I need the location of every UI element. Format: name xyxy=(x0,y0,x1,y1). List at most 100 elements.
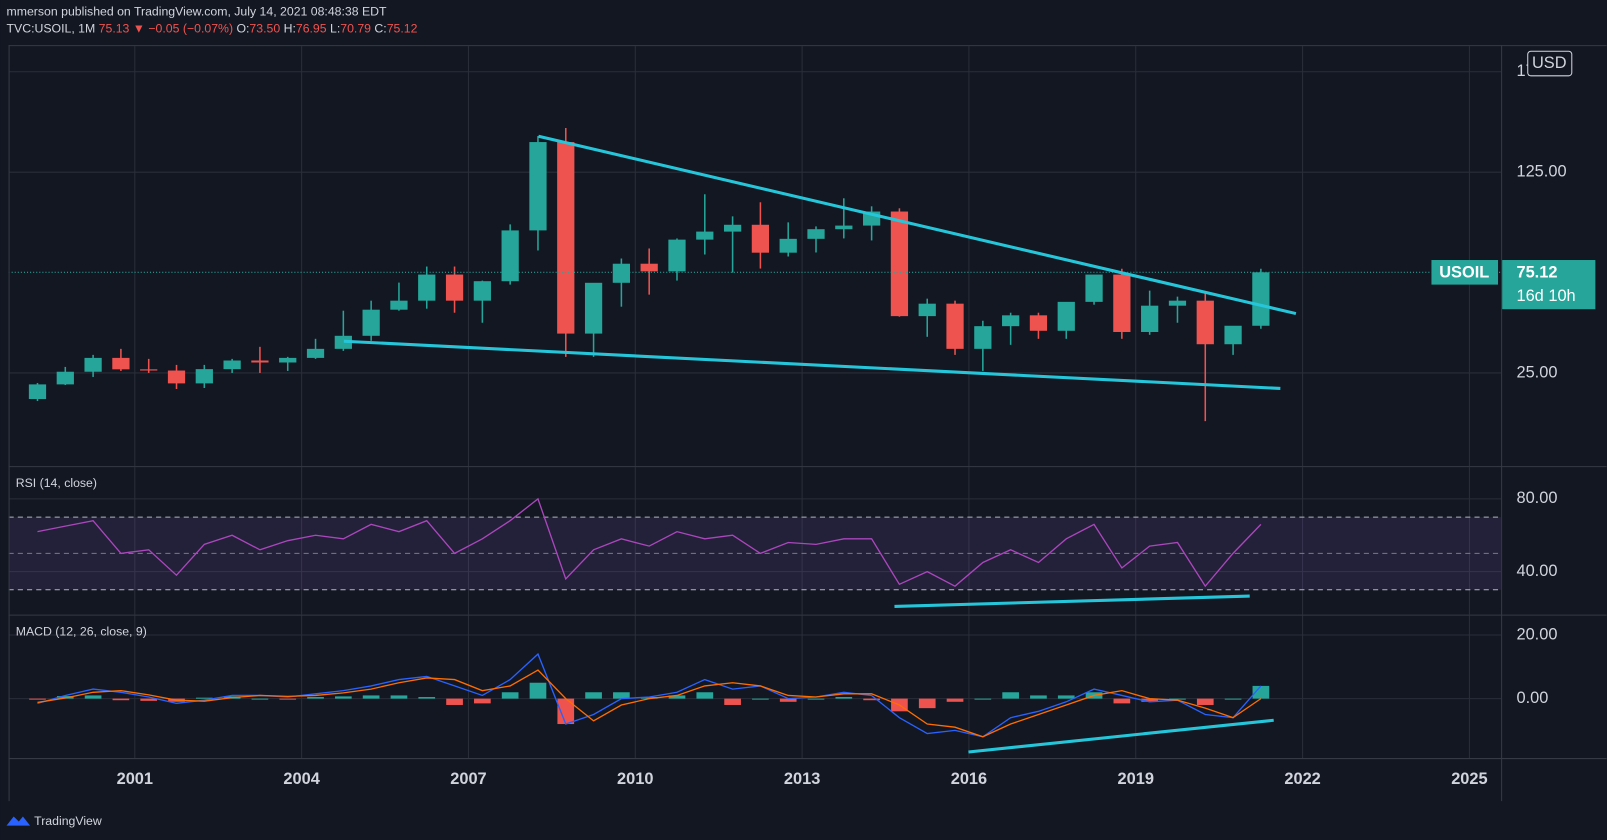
candle-body xyxy=(723,224,742,232)
histogram-bar xyxy=(334,696,352,699)
histogram-bar xyxy=(474,698,491,704)
histogram-bar xyxy=(696,692,714,699)
histogram-bar xyxy=(585,692,602,699)
x-tick-label: 2016 xyxy=(951,770,987,788)
candle-body xyxy=(807,229,825,239)
candle-body xyxy=(473,281,491,301)
histogram-bar xyxy=(557,698,575,725)
candle-body xyxy=(279,357,297,363)
quote: 75.13 ▼ −0.05 (−0.07%) xyxy=(99,22,233,36)
ohlc-label: L: xyxy=(330,22,340,36)
candle-wick xyxy=(286,356,289,371)
x-tick-label: 2004 xyxy=(283,770,320,788)
candle-body xyxy=(918,303,936,317)
symbol: TVC:USOIL, 1M xyxy=(7,22,96,36)
ohlc-label: H: xyxy=(284,22,296,36)
histogram-bar xyxy=(640,697,658,699)
candle-body xyxy=(612,263,630,283)
symbol-label: USOIL xyxy=(1439,264,1489,282)
y-tick-label: 125.00 xyxy=(1516,163,1566,181)
candle-wick xyxy=(648,248,650,295)
histogram-bar xyxy=(390,695,408,699)
y-tick-label: 25.00 xyxy=(1516,363,1557,381)
histogram-bar xyxy=(946,698,964,702)
histogram-bar xyxy=(807,698,825,700)
ohlc-label: O: xyxy=(236,22,249,36)
candle-wick xyxy=(815,226,817,253)
candle-wick xyxy=(926,298,928,337)
candle-body xyxy=(835,225,853,230)
currency-box xyxy=(1527,50,1573,77)
candle-body xyxy=(306,348,325,358)
histogram-bar xyxy=(1252,685,1270,699)
candle-body xyxy=(1085,274,1103,302)
candle-body xyxy=(445,274,464,301)
histogram-bar xyxy=(1113,698,1131,704)
ohlc-value: 76.95 xyxy=(296,22,327,36)
candle-wick xyxy=(704,194,706,255)
candle-body xyxy=(140,369,158,371)
candle-body xyxy=(1113,274,1131,332)
candle-body xyxy=(56,371,74,385)
histogram-bar xyxy=(1169,698,1186,700)
histogram-bar xyxy=(752,698,769,700)
histogram-bar xyxy=(1196,698,1214,705)
histogram-bar xyxy=(112,698,130,701)
candle-wick xyxy=(592,310,595,357)
candle-body xyxy=(501,230,519,282)
x-tick-label: 2022 xyxy=(1284,770,1320,788)
candle-wick xyxy=(398,282,400,311)
symbol-label-box xyxy=(1431,260,1499,285)
histogram-bar xyxy=(918,698,936,709)
histogram-bar xyxy=(1002,692,1019,699)
candle-wick xyxy=(1176,296,1179,323)
candle-body xyxy=(640,263,658,272)
candle-body xyxy=(418,274,436,301)
x-tick-label: 2010 xyxy=(617,770,653,788)
trendline xyxy=(968,718,1274,754)
trendline xyxy=(894,594,1250,608)
x-tick-label: 2019 xyxy=(1118,770,1154,788)
candle-body xyxy=(362,309,380,336)
candle-wick xyxy=(147,358,150,373)
quote-line: TVC:USOIL, 1M 75.13 ▼ −0.05 (−0.07%) O: 7… xyxy=(7,22,418,36)
histogram-bar xyxy=(29,698,46,700)
candle-body xyxy=(167,370,186,384)
y-tick-label: 40.00 xyxy=(1516,562,1557,580)
candle-wick xyxy=(259,346,261,373)
candle-body xyxy=(1196,300,1214,345)
histogram-bar xyxy=(251,698,269,700)
candle-body xyxy=(223,360,241,370)
x-tick-label: 2025 xyxy=(1451,770,1487,788)
plot-layer: 2001 2004 2007 2010 2013 2016 2019 2022 2025 25.0… xyxy=(8,46,1596,788)
macd-line xyxy=(37,652,1262,738)
histogram-bar xyxy=(501,692,519,699)
candle-body xyxy=(779,238,797,253)
candle-body xyxy=(1168,300,1187,306)
histogram-bar xyxy=(56,696,74,699)
pane-title: RSI (14, close) xyxy=(16,476,97,490)
histogram-bar xyxy=(418,697,436,699)
currency-label: USD xyxy=(1532,54,1567,72)
candle-body xyxy=(529,142,547,231)
published-line: mmerson published on TradingView.com, Ju… xyxy=(7,5,388,19)
y-tick-label: 20.00 xyxy=(1516,625,1557,643)
histogram-bar xyxy=(974,698,992,700)
pane-title: MACD (12, 26, close, 9) xyxy=(16,624,147,638)
signal-line xyxy=(37,669,1262,738)
candle-body xyxy=(1057,301,1075,331)
candle-body xyxy=(557,142,575,334)
histogram-bar xyxy=(835,697,853,699)
price-label: 75.12 xyxy=(1516,264,1557,282)
histogram-bar xyxy=(446,698,463,705)
candle-body xyxy=(890,211,909,317)
candle-body xyxy=(251,360,269,363)
rsi-band xyxy=(8,517,1502,590)
candle-body xyxy=(84,357,102,372)
histogram-bar xyxy=(613,692,630,699)
candle-body xyxy=(334,335,352,349)
price-label-box xyxy=(1502,260,1596,310)
histogram-bar xyxy=(529,682,547,699)
candle-wick xyxy=(342,310,345,351)
